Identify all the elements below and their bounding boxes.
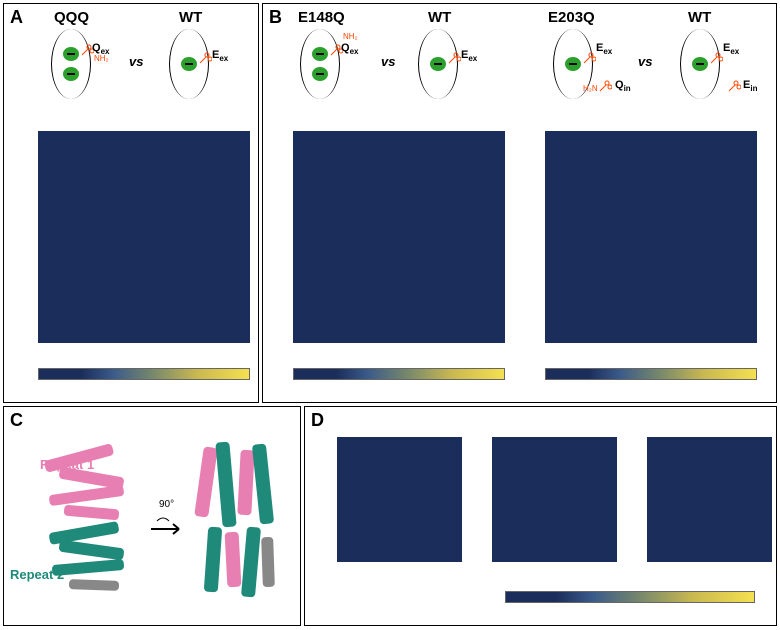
panel-b-left-res-l: Qex [341, 42, 358, 56]
panel-b-heatmap-right [533, 119, 758, 359]
panel-a-schematic-right [164, 29, 214, 99]
panel-b-right-vs: vs [638, 54, 652, 69]
panel-d-heatmap-r1 [325, 425, 465, 580]
panel-b-left-schem-r [413, 29, 463, 99]
panel-b-right-bottom-glyph2 [727, 79, 741, 93]
panel-a-title-right: WT [179, 9, 202, 26]
panel-b-left-vs: vs [381, 54, 395, 69]
panel-a-res-right: Eex [212, 49, 228, 63]
panel-d-label: D [311, 410, 324, 431]
panel-b-right-res-ex: Eex [596, 42, 612, 56]
panel-d: D [304, 406, 777, 626]
panel-b-left-res-r: Eex [461, 49, 477, 63]
panel-b-right-res-ex2: Eex [723, 42, 739, 56]
panel-b-colorbar-right [545, 368, 757, 380]
panel-b-label: B [269, 7, 282, 28]
panel-d-heatmap-cross [635, 425, 775, 580]
rotation-label: 90° [159, 499, 174, 510]
panel-a-vs: vs [129, 54, 143, 69]
panel-a-schematic-left [46, 29, 96, 99]
panel-b-left-sidechain: NH₂ [343, 32, 358, 41]
panel-c: C Repeat 1 Repeat 2 90° [3, 406, 301, 626]
panel-a-sidechain-note: NH₂ [94, 54, 109, 63]
panel-c-label: C [10, 410, 23, 431]
panel-a-title-left: QQQ [54, 9, 89, 26]
panel-a-heatmap [26, 119, 251, 359]
panel-b-heatmap-left [281, 119, 506, 359]
panel-b-left-schem-l [295, 29, 345, 99]
panel-b-right-res-in2: Ein [743, 79, 757, 93]
panel-b-right-bottom-glyph [598, 79, 612, 93]
panel-a-label: A [10, 7, 23, 28]
panel-a: A QQQ WT vs Qex NH₂ Eex [3, 3, 259, 403]
panel-b-right-title-r: WT [688, 9, 711, 26]
panel-c-structure-right [184, 432, 294, 612]
rotation-arrow [149, 517, 189, 546]
panel-c-structure-left [24, 432, 154, 612]
panel-b-left-title-r: WT [428, 9, 451, 26]
panel-a-colorbar [38, 368, 250, 380]
panel-b-right-title-l: E203Q [548, 9, 595, 26]
panel-b: B E148Q WT vs Qex NH₂ Eex E203Q WT vs Ee… [262, 3, 777, 403]
panel-b-right-res-in: Qin [615, 79, 631, 93]
panel-b-right-schem-r [675, 29, 725, 99]
panel-d-heatmap-r2 [480, 425, 620, 580]
panel-b-right-sidechain: H₂N [583, 84, 598, 93]
panel-b-colorbar-left [293, 368, 505, 380]
panel-d-colorbar [505, 591, 755, 603]
panel-b-left-title-l: E148Q [298, 9, 345, 26]
